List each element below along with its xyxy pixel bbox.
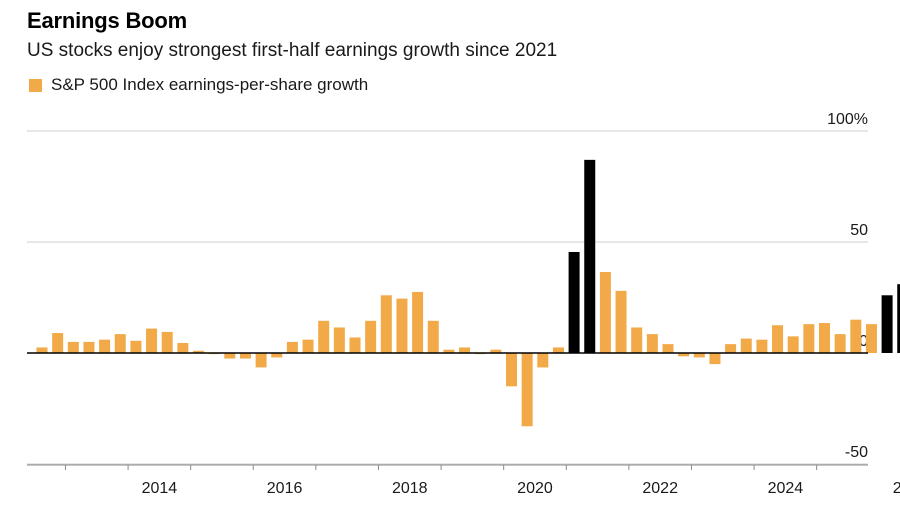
bar bbox=[599, 271, 611, 353]
bar bbox=[490, 349, 502, 353]
bar bbox=[443, 349, 455, 353]
bar bbox=[459, 347, 471, 353]
bar bbox=[615, 290, 627, 353]
bar bbox=[756, 339, 768, 353]
bar bbox=[506, 353, 517, 387]
bar-highlight bbox=[568, 251, 580, 353]
bar-highlight bbox=[881, 295, 893, 353]
bar bbox=[146, 328, 158, 353]
bar bbox=[333, 327, 345, 353]
x-axis: 2014 2016 2018 2020 2022 2024 2026 bbox=[27, 464, 900, 497]
legend-label: S&P 500 Index earnings-per-share growth bbox=[51, 75, 369, 94]
bar bbox=[537, 353, 549, 368]
x-tick-label: 2022 bbox=[642, 480, 678, 497]
x-tick-label: 2020 bbox=[517, 480, 553, 497]
bar bbox=[302, 339, 314, 353]
y-tick-label: 100% bbox=[827, 111, 868, 128]
bar bbox=[99, 339, 111, 353]
bar bbox=[709, 353, 721, 365]
bar bbox=[740, 338, 752, 353]
bar bbox=[318, 320, 330, 353]
bar bbox=[52, 333, 64, 353]
bar bbox=[772, 325, 784, 353]
x-tick-label: 2026 bbox=[893, 480, 900, 497]
bar bbox=[678, 353, 690, 357]
grid-lines bbox=[27, 130, 868, 465]
bar bbox=[427, 320, 439, 353]
y-tick-label: 50 bbox=[850, 222, 868, 239]
bar bbox=[130, 340, 142, 353]
x-tick-label: 2024 bbox=[768, 480, 804, 497]
bar bbox=[114, 334, 126, 353]
bar bbox=[255, 353, 267, 368]
chart-subtitle: US stocks enjoy strongest first-half ear… bbox=[27, 40, 558, 61]
bar bbox=[646, 334, 658, 353]
bar bbox=[865, 324, 877, 353]
bar bbox=[349, 337, 361, 353]
y-tick-label: 0 bbox=[859, 333, 868, 350]
bar bbox=[834, 334, 846, 353]
bar bbox=[850, 319, 862, 353]
bars bbox=[36, 159, 900, 427]
bar bbox=[725, 344, 737, 353]
bar bbox=[224, 353, 236, 359]
bar bbox=[36, 347, 48, 353]
bar bbox=[412, 291, 424, 353]
legend-swatch bbox=[29, 78, 42, 92]
bar-highlight bbox=[584, 159, 596, 353]
y-tick-label: -50 bbox=[845, 444, 868, 461]
chart-title: Earnings Boom bbox=[27, 8, 187, 33]
x-tick-label: 2014 bbox=[142, 480, 178, 497]
bar bbox=[286, 341, 298, 353]
legend: S&P 500 Index earnings-per-share growth bbox=[29, 75, 368, 95]
bar bbox=[521, 353, 533, 427]
bar bbox=[193, 350, 204, 353]
bar bbox=[803, 324, 815, 353]
bar bbox=[239, 353, 251, 359]
y-axis-labels: 100% 50 0 -50 bbox=[827, 111, 868, 461]
bar-highlight bbox=[897, 284, 900, 353]
bar bbox=[161, 331, 173, 353]
bar bbox=[819, 323, 830, 353]
x-tick-label: 2018 bbox=[392, 480, 428, 497]
bar bbox=[693, 353, 705, 358]
bar bbox=[177, 343, 189, 353]
bar bbox=[662, 344, 674, 353]
bar bbox=[380, 295, 392, 353]
bar bbox=[271, 353, 283, 358]
x-tick-label: 2016 bbox=[267, 480, 303, 497]
bar bbox=[67, 341, 79, 353]
bar bbox=[787, 336, 799, 353]
bar bbox=[631, 327, 643, 353]
bar bbox=[365, 320, 377, 353]
bar bbox=[552, 347, 564, 353]
bar bbox=[396, 298, 408, 353]
bar bbox=[83, 341, 95, 353]
